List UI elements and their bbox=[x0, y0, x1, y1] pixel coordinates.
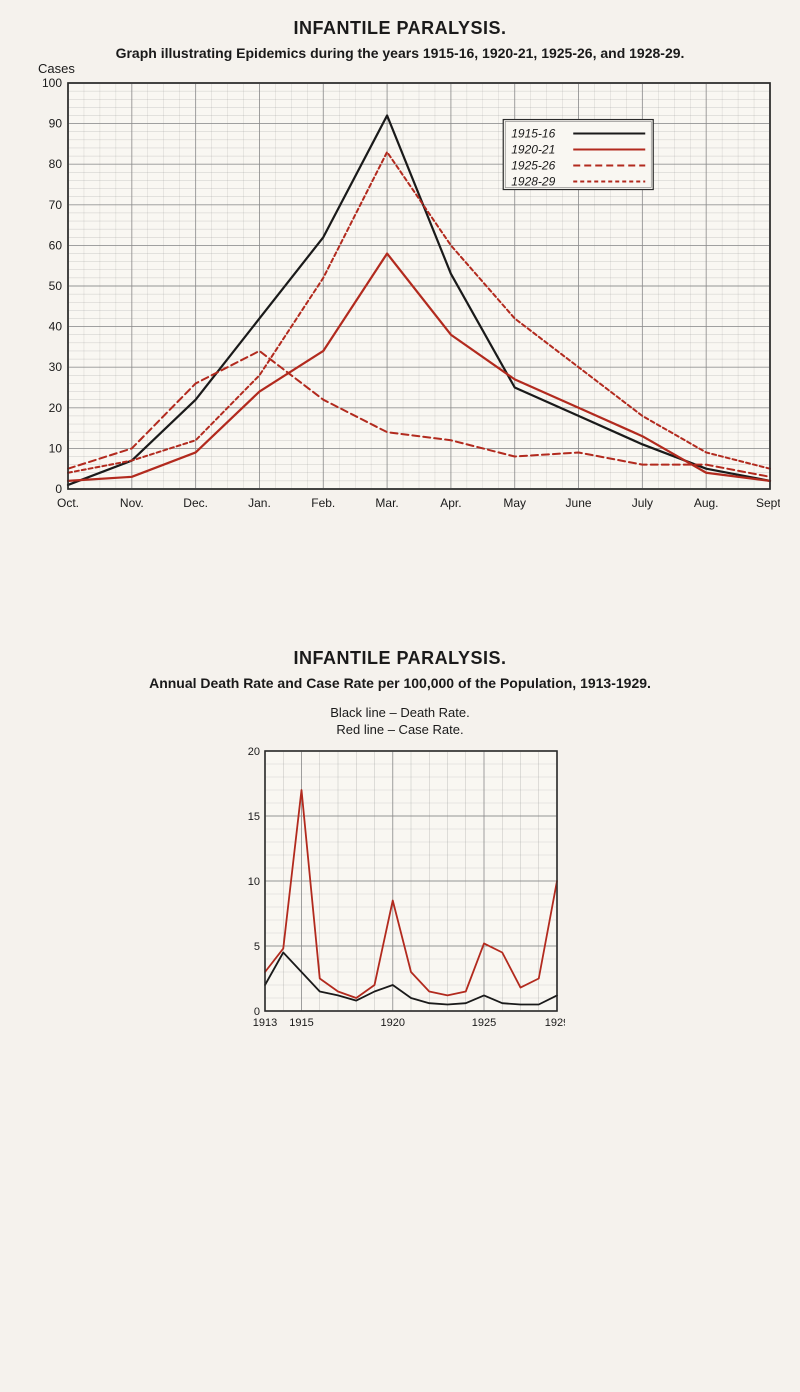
svg-text:Jan.: Jan. bbox=[248, 496, 271, 510]
svg-text:1925-26: 1925-26 bbox=[511, 159, 555, 173]
bottom-chart-subtitle: Annual Death Rate and Case Rate per 100,… bbox=[20, 675, 780, 691]
svg-text:1915-16: 1915-16 bbox=[511, 127, 555, 141]
svg-text:Feb.: Feb. bbox=[311, 496, 335, 510]
bottom-chart-caption-black: Black line – Death Rate. bbox=[20, 705, 780, 720]
svg-text:80: 80 bbox=[49, 157, 63, 171]
bottom-chart-caption-red: Red line – Case Rate. bbox=[20, 722, 780, 737]
svg-text:1929: 1929 bbox=[545, 1017, 565, 1029]
top-chart-title: INFANTILE PARALYSIS. bbox=[20, 18, 780, 39]
svg-text:Sept.: Sept. bbox=[756, 496, 780, 510]
svg-text:Apr.: Apr. bbox=[440, 496, 461, 510]
bottom-chart-container: 0510152019131915192019251929 bbox=[20, 743, 780, 1038]
svg-text:July: July bbox=[632, 496, 653, 510]
svg-text:Oct.: Oct. bbox=[57, 496, 79, 510]
svg-text:Mar.: Mar. bbox=[375, 496, 398, 510]
svg-text:60: 60 bbox=[49, 238, 63, 252]
svg-text:50: 50 bbox=[49, 279, 63, 293]
svg-text:15: 15 bbox=[248, 811, 260, 823]
svg-text:70: 70 bbox=[49, 198, 63, 212]
top-chart: 0 10 20 30 40 50 60 70 80 90 100 Oct. Nov. Dec. Jan. Fe… bbox=[20, 75, 780, 515]
svg-text:30: 30 bbox=[49, 360, 63, 374]
svg-text:5: 5 bbox=[254, 941, 260, 953]
svg-text:40: 40 bbox=[49, 320, 63, 334]
svg-text:90: 90 bbox=[49, 117, 63, 131]
svg-text:1920: 1920 bbox=[381, 1017, 405, 1029]
svg-text:1915: 1915 bbox=[289, 1017, 313, 1029]
svg-text:May: May bbox=[503, 496, 526, 510]
top-chart-subtitle: Graph illustrating Epidemics during the … bbox=[20, 45, 780, 61]
svg-text:Nov.: Nov. bbox=[120, 496, 144, 510]
svg-text:100: 100 bbox=[42, 76, 62, 90]
svg-text:Dec.: Dec. bbox=[183, 496, 208, 510]
svg-text:20: 20 bbox=[248, 746, 260, 758]
svg-text:1925: 1925 bbox=[472, 1017, 496, 1029]
svg-text:20: 20 bbox=[49, 401, 63, 415]
svg-text:June: June bbox=[566, 496, 592, 510]
svg-text:1928-29: 1928-29 bbox=[511, 175, 555, 189]
svg-text:Aug.: Aug. bbox=[694, 496, 719, 510]
svg-text:0: 0 bbox=[55, 482, 62, 496]
svg-text:10: 10 bbox=[49, 441, 63, 455]
svg-text:1913: 1913 bbox=[253, 1017, 277, 1029]
top-chart-ylabel: Cases bbox=[38, 61, 75, 76]
svg-text:1920-21: 1920-21 bbox=[511, 143, 555, 157]
bottom-chart-title: INFANTILE PARALYSIS. bbox=[20, 648, 780, 669]
bottom-chart: 0510152019131915192019251929 bbox=[235, 743, 565, 1033]
top-chart-container: Cases 0102030405060708090100Oct.Nov.Dec.… bbox=[20, 75, 780, 520]
svg-text:10: 10 bbox=[248, 876, 260, 888]
